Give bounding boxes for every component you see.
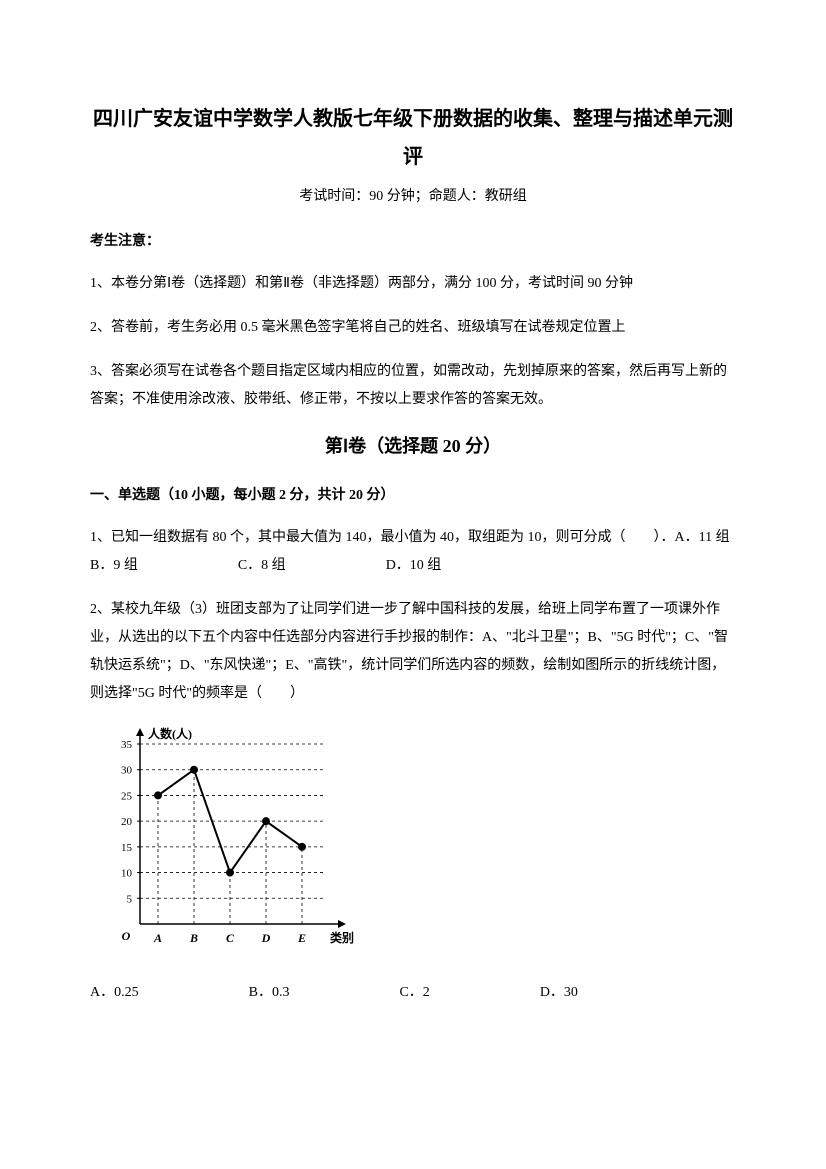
question-1: 1、已知一组数据有 80 个，其中最大值为 140，最小值为 40，取组距为 1… [90,524,736,580]
q1-text: 1、已知一组数据有 80 个，其中最大值为 140，最小值为 40，取组距为 1… [90,530,730,545]
svg-text:10: 10 [121,868,133,880]
q2-text: 2、某校九年级（3）班团支部为了让同学们进一步了解中国科技的发展，给班上同学布置… [90,602,728,701]
q2-opt-a: A．0.25 [90,980,139,1005]
svg-text:A: A [153,931,162,945]
subsection-1-title: 一、单选题（10 小题，每小题 2 分，共计 20 分） [90,483,736,508]
svg-text:25: 25 [121,790,133,802]
q2-opt-d: D．30 [540,980,578,1005]
svg-text:O: O [122,929,131,943]
svg-text:B: B [189,931,198,945]
exam-subtitle: 考试时间：90 分钟；命题人：教研组 [90,184,736,209]
notice-heading: 考生注意： [90,229,736,254]
svg-text:D: D [261,931,271,945]
svg-text:35: 35 [121,739,133,751]
q1-opt-b: B．9 组 [90,552,138,580]
svg-text:20: 20 [121,816,133,828]
svg-text:30: 30 [121,765,133,777]
q2-options: A．0.25 B．0.3 C．2 D．30 [90,980,736,1005]
question-2: 2、某校九年级（3）班团支部为了让同学们进一步了解中国科技的发展，给班上同学布置… [90,596,736,708]
exam-title: 四川广安友谊中学数学人教版七年级下册数据的收集、整理与描述单元测评 [90,100,736,176]
q2-opt-c: C．2 [399,980,429,1005]
notice-2: 2、答卷前，考生务必用 0.5 毫米黑色签字笔将自己的姓名、班级填写在试卷规定位… [90,314,736,342]
q1-opt-d: D．10 组 [386,552,442,580]
section-1-title: 第Ⅰ卷（选择题 20 分） [90,430,736,462]
q2-opt-b: B．0.3 [249,980,290,1005]
svg-text:类别: 类别 [330,930,354,945]
svg-text:C: C [226,931,235,945]
svg-text:E: E [297,931,306,945]
svg-text:人数(人): 人数(人) [148,726,192,741]
chart-svg: 5 10 15 20 25 30 35 O 人数(人) 类别 A B C D E [90,724,370,964]
notice-1: 1、本卷分第Ⅰ卷（选择题）和第Ⅱ卷（非选择题）两部分，满分 100 分，考试时间… [90,270,736,298]
q1-opt-c: C．8 组 [238,552,286,580]
svg-text:15: 15 [121,842,133,854]
notice-3: 3、答案必须写在试卷各个题目指定区域内相应的位置，如需改动，先划掉原来的答案，然… [90,358,736,414]
svg-text:5: 5 [127,893,133,905]
line-chart: 5 10 15 20 25 30 35 O 人数(人) 类别 A B C D E [90,724,370,964]
